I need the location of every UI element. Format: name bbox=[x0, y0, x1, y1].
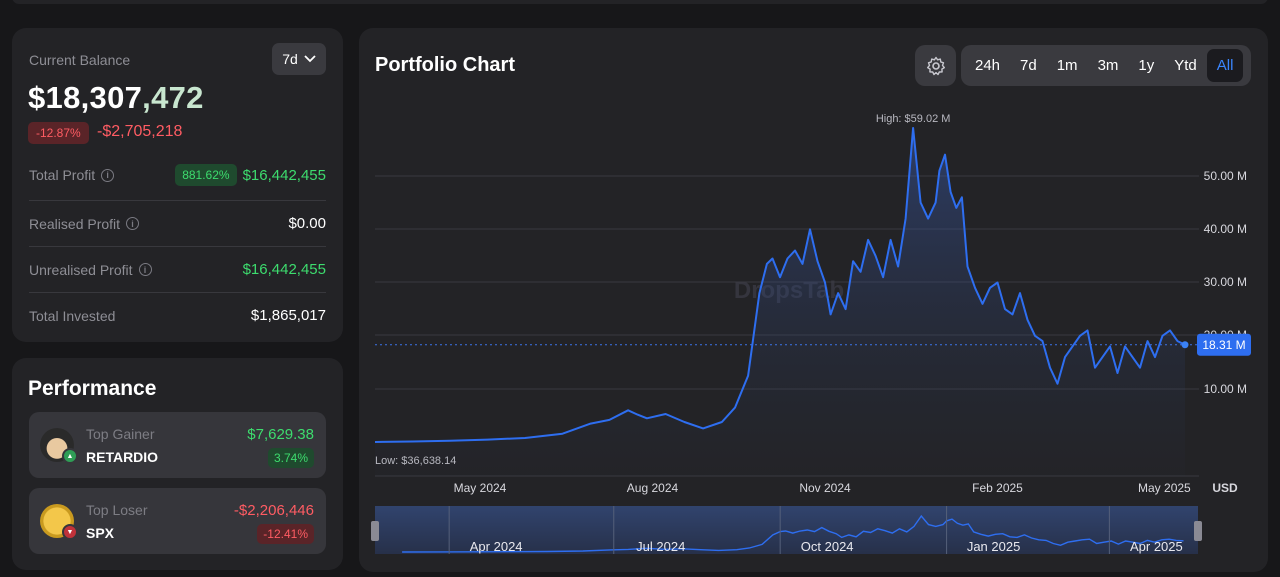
period-select[interactable]: 7d bbox=[272, 43, 326, 75]
high-label: High: $59.02 M bbox=[876, 113, 951, 125]
portfolio-chart-card: Portfolio Chart 24h 7d 1m 3m 1y Ytd All 10.00 … bbox=[359, 28, 1268, 572]
range-tab-1m[interactable]: 1m bbox=[1056, 57, 1078, 74]
navigator-handle-left[interactable] bbox=[371, 521, 379, 541]
navigator-tick-label: Apr 2025 bbox=[1130, 539, 1183, 554]
top-bar bbox=[12, 0, 1268, 4]
realised-profit-label: Realised Profit bbox=[29, 215, 121, 232]
y-tick-label: 10.00 M bbox=[1204, 382, 1247, 396]
performance-title: Performance bbox=[28, 377, 157, 400]
range-tab-7d[interactable]: 7d bbox=[1020, 57, 1037, 74]
realised-profit-value: $0.00 bbox=[288, 215, 326, 232]
y-tick-label: 40.00 M bbox=[1204, 222, 1247, 236]
top-gainer-pct: 3.74% bbox=[267, 448, 314, 468]
navigator-tick-label: Jan 2025 bbox=[967, 539, 1021, 554]
navigator-handle-right[interactable] bbox=[1194, 521, 1202, 541]
current-value-label: 18.31 M bbox=[1202, 338, 1245, 352]
x-tick-label: Nov 2024 bbox=[799, 481, 851, 495]
total-invested-value: $1,865,017 bbox=[250, 307, 326, 324]
info-icon[interactable]: i bbox=[126, 217, 140, 230]
down-arrow-icon: ▼ bbox=[62, 524, 78, 540]
info-icon[interactable]: i bbox=[138, 263, 152, 276]
range-tab-24h[interactable]: 24h bbox=[975, 57, 1001, 74]
current-balance-label: Current Balance bbox=[29, 52, 131, 68]
x-tick-label: Aug 2024 bbox=[627, 481, 679, 495]
navigator-tick-label: Jul 2024 bbox=[636, 539, 685, 554]
gear-icon bbox=[926, 56, 945, 75]
top-loser-name: SPX bbox=[86, 525, 115, 541]
unrealised-profit-row: Unrealised Profit i $16,442,455 bbox=[29, 246, 326, 292]
total-profit-value: $16,442,455 bbox=[242, 166, 326, 184]
balance-card: Current Balance 7d $18,307,472 -12.87% -… bbox=[12, 28, 343, 342]
low-label: Low: $36,638.14 bbox=[375, 455, 456, 467]
balance-change-amount: -$2,705,218 bbox=[97, 123, 183, 140]
range-tab-all[interactable]: All bbox=[1206, 49, 1244, 82]
top-loser-label: Top Loser bbox=[86, 502, 148, 518]
y-tick-label: 50.00 M bbox=[1204, 169, 1247, 183]
unrealised-profit-label: Unrealised Profit bbox=[29, 261, 133, 278]
top-gainer-card[interactable]: ▲ Top Gainer RETARDIO $7,629.38 3.74% bbox=[29, 412, 326, 478]
navigator-line bbox=[402, 514, 1184, 553]
balance-change-pct: -12.87% bbox=[28, 122, 89, 144]
x-tick-label: May 2025 bbox=[1138, 481, 1191, 495]
top-gainer-label: Top Gainer bbox=[86, 426, 155, 442]
navigator-tick-label: Oct 2024 bbox=[801, 539, 854, 554]
balance-value-main: $18,307 bbox=[28, 80, 143, 115]
unrealised-profit-value: $16,442,455 bbox=[242, 261, 326, 278]
total-invested-row: Total Invested $1,865,017 bbox=[29, 292, 326, 338]
time-range-tabs: 24h 7d 1m 3m 1y Ytd All bbox=[961, 45, 1251, 86]
x-tick-label: Feb 2025 bbox=[972, 481, 1023, 495]
series-line bbox=[374, 127, 1186, 443]
top-loser-amount: -$2,206,446 bbox=[233, 502, 314, 519]
info-icon[interactable]: i bbox=[101, 168, 115, 182]
y-tick-label: 30.00 M bbox=[1204, 275, 1247, 289]
chart-title: Portfolio Chart bbox=[375, 54, 515, 76]
chart-settings-button[interactable] bbox=[915, 45, 956, 86]
total-profit-pct: 881.62% bbox=[175, 164, 237, 186]
total-profit-row: Total Profit i 881.62% $16,442,455 bbox=[29, 152, 326, 198]
series-area bbox=[375, 128, 1185, 476]
current-point bbox=[1181, 341, 1189, 349]
total-profit-label: Total Profit bbox=[29, 167, 96, 183]
x-tick-label: May 2024 bbox=[454, 481, 507, 495]
top-gainer-amount: $7,629.38 bbox=[247, 426, 314, 443]
range-tab-1y[interactable]: 1y bbox=[1138, 57, 1155, 74]
realised-profit-row: Realised Profit i $0.00 bbox=[29, 200, 326, 246]
balance-value-tail: ,472 bbox=[142, 80, 204, 115]
total-invested-label: Total Invested bbox=[29, 307, 116, 324]
navigator-tick-label: Apr 2024 bbox=[470, 539, 523, 554]
current-value-badge bbox=[1197, 333, 1251, 356]
performance-card: Performance ▲ Top Gainer RETARDIO $7,629… bbox=[12, 358, 343, 570]
top-loser-card[interactable]: ▼ Top Loser SPX -$2,206,446 -12.41% bbox=[29, 488, 326, 554]
balance-value: $18,307,472 bbox=[28, 80, 204, 116]
portfolio-chart[interactable]: 10.00 M20.00 M30.00 M40.00 M50.00 MDrops… bbox=[359, 28, 1268, 572]
currency-label: USD bbox=[1212, 481, 1238, 495]
up-arrow-icon: ▲ bbox=[62, 448, 78, 464]
chevron-down-icon bbox=[304, 55, 316, 63]
period-select-value: 7d bbox=[282, 51, 298, 67]
top-loser-pct: -12.41% bbox=[257, 524, 314, 544]
range-tab-ytd[interactable]: Ytd bbox=[1174, 57, 1197, 74]
navigator-selection bbox=[375, 506, 1198, 554]
top-gainer-name: RETARDIO bbox=[86, 449, 159, 465]
range-tab-3m[interactable]: 3m bbox=[1097, 57, 1119, 74]
